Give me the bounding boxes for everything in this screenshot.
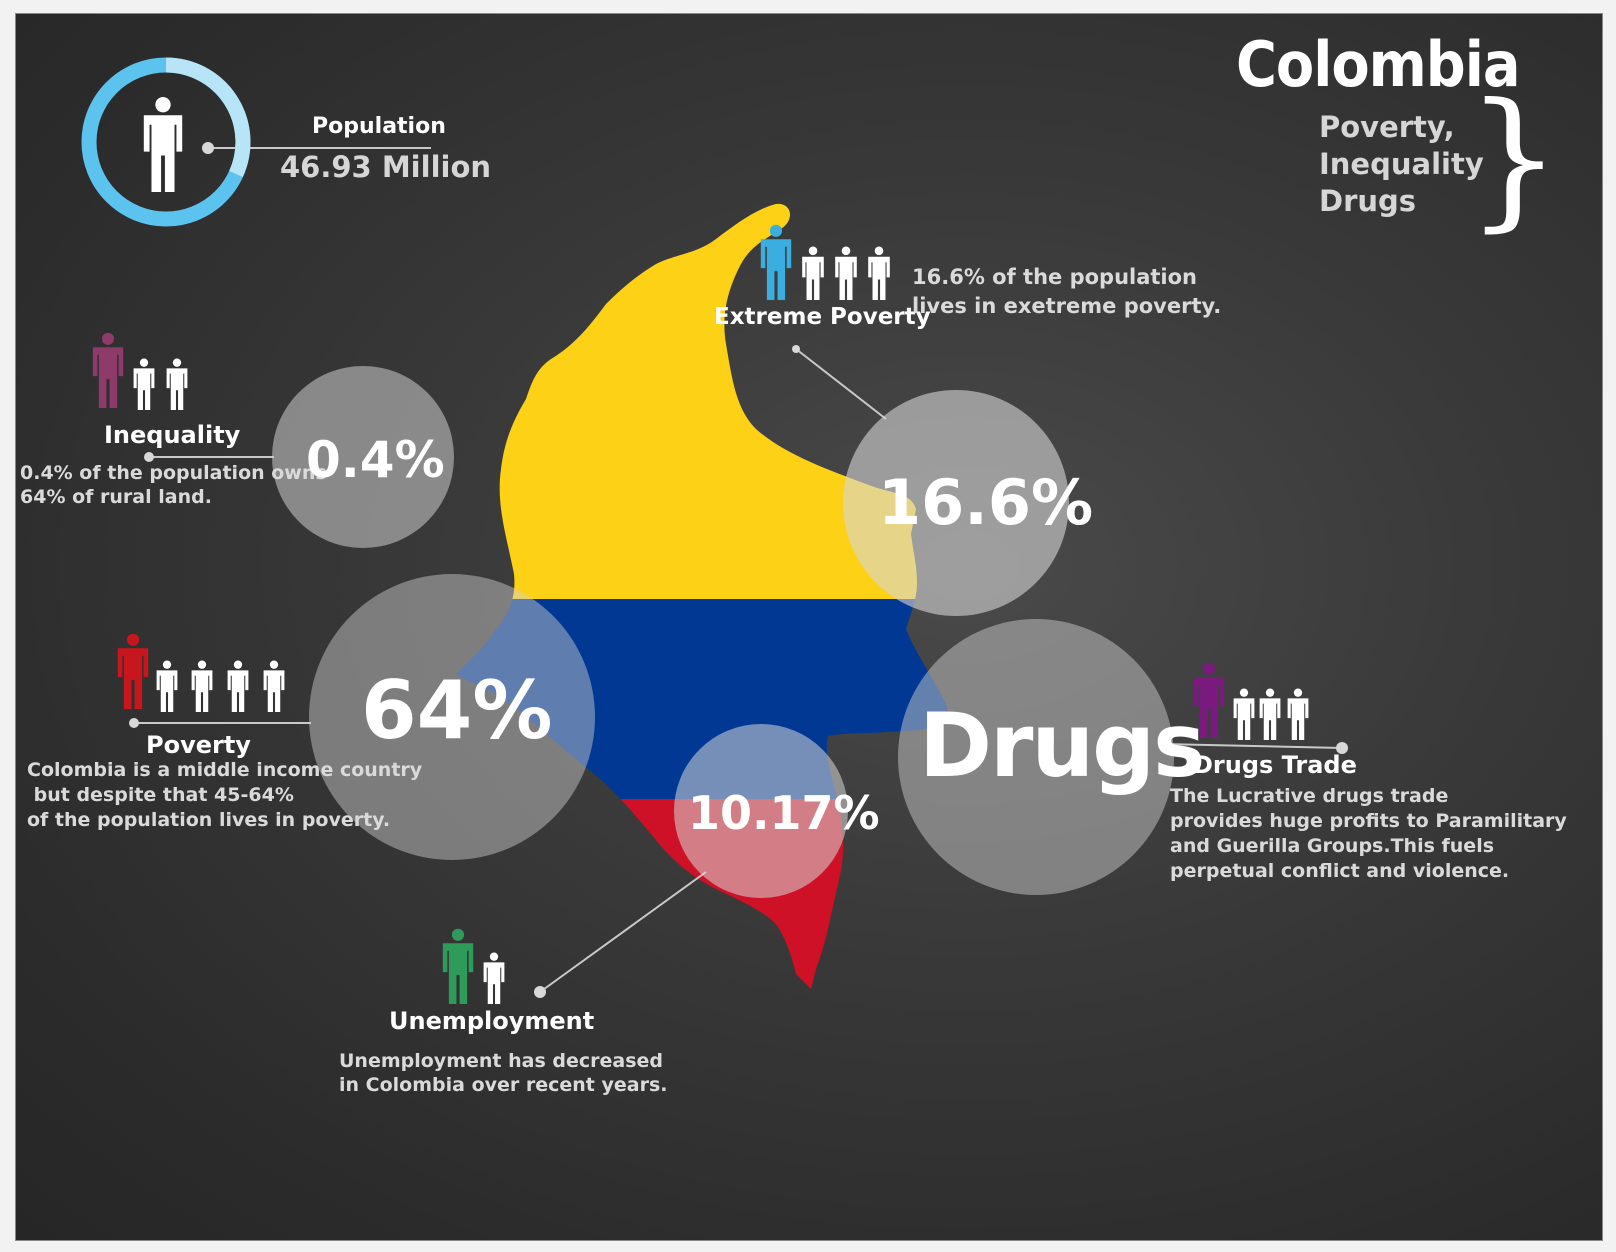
poverty-person-icon	[227, 660, 249, 712]
inequality-person-icon	[166, 358, 188, 410]
extreme-poverty-person-icon	[868, 246, 890, 300]
inequality-desc-1: 0.4% of the population owns	[20, 462, 327, 484]
subtitle-line-2: Inequality	[1319, 147, 1484, 181]
stat-bubbles	[272, 366, 1174, 898]
drugs-person-icon	[1259, 688, 1281, 740]
inequality-desc-2: 64% of rural land.	[20, 486, 212, 508]
unemployment-desc-1: Unemployment has decreased	[339, 1050, 663, 1072]
extreme-poverty-desc-1: 16.6% of the population	[912, 265, 1198, 289]
poverty-person-icon	[263, 660, 285, 712]
poverty-percent: 64%	[361, 664, 553, 757]
drugs-desc-4: perpetual conflict and violence.	[1170, 860, 1510, 882]
drugs-desc-1: The Lucrative drugs trade	[1170, 785, 1449, 807]
unemployment-label: Unemployment	[389, 1007, 595, 1035]
inequality-percent: 0.4%	[306, 431, 445, 489]
poverty-desc-1: Colombia is a middle income country	[27, 759, 423, 781]
population-value: 46.93 Million	[280, 150, 492, 184]
drugs-person-icon	[1287, 688, 1309, 740]
inequality-label: Inequality	[104, 421, 241, 449]
extreme-poverty-percent: 16.6%	[878, 466, 1094, 539]
unemployment-person-icon-highlight	[442, 928, 474, 1004]
drugs-trade-label: Drugs Trade	[1193, 751, 1357, 779]
page-title: Colombia	[1236, 28, 1520, 101]
population-label: Population	[312, 114, 446, 139]
drugs-desc-3: and Guerilla Groups.This fuels	[1170, 835, 1495, 857]
extreme-poverty-person-icon-highlight	[760, 224, 792, 300]
subtitle-brace: }	[1466, 72, 1562, 246]
poverty-label: Poverty	[146, 731, 251, 759]
infographic-art	[81, 57, 1348, 1004]
inequality-person-icon	[133, 358, 155, 410]
infographic-panel: Colombia Poverty, Inequality Drugs } Pop…	[15, 13, 1603, 1241]
inequality-person-icon-highlight	[92, 332, 124, 408]
extreme-poverty-desc-2: lives in exetreme poverty.	[912, 294, 1222, 318]
connector-lines	[134, 147, 1343, 993]
poverty-desc-2: but despite that 45-64%	[27, 784, 294, 806]
extreme-poverty-person-icon	[835, 246, 857, 300]
drugs-bubble-text: Drugs	[919, 694, 1205, 797]
unemployment-desc-2: in Colombia over recent years.	[339, 1074, 668, 1096]
drugs-desc-2: provides huge profits to Paramilitary	[1170, 810, 1567, 832]
poverty-desc-3: of the population lives in poverty.	[27, 809, 391, 831]
connector-dots	[129, 142, 1348, 998]
drugs-person-icon	[1233, 688, 1255, 740]
poverty-person-icon-highlight	[117, 633, 149, 709]
extreme-poverty-label: Extreme Poverty	[714, 304, 931, 330]
unemployment-person-icon	[483, 952, 505, 1004]
subtitle-line-3: Drugs	[1319, 184, 1417, 218]
poverty-person-icon	[156, 660, 178, 712]
unemployment-percent: 10.17%	[688, 786, 880, 840]
poverty-person-icon	[191, 660, 213, 712]
population-ring	[81, 57, 251, 227]
population-person-icon	[143, 96, 183, 192]
people-icons	[92, 96, 1309, 1004]
subtitle-line-1: Poverty,	[1319, 110, 1455, 144]
extreme-poverty-person-icon	[802, 246, 824, 300]
drugs-person-icon-highlight	[1193, 662, 1225, 738]
